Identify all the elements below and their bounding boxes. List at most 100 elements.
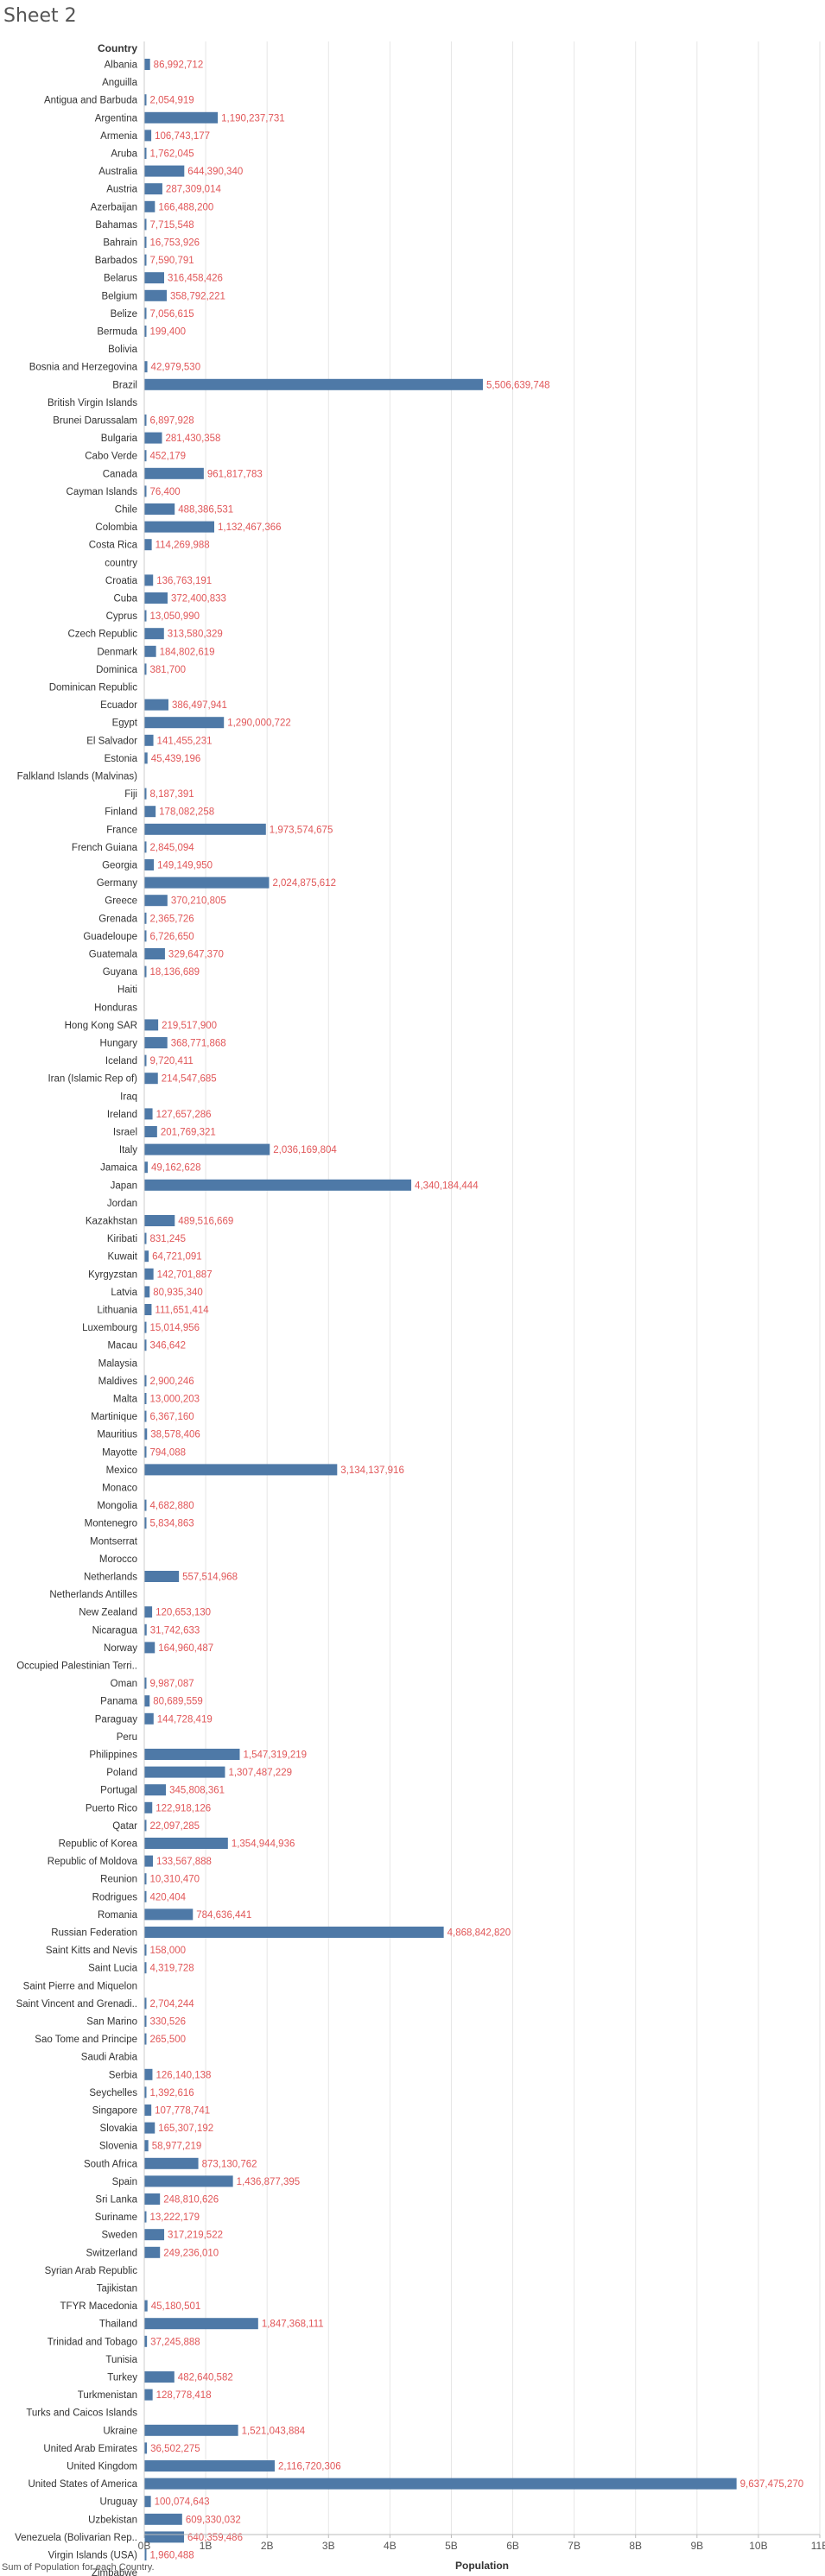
bar	[144, 1126, 157, 1137]
bar	[144, 1944, 147, 1956]
data-label: 313,580,329	[168, 630, 223, 640]
x-tick-label: 7B	[568, 2540, 581, 2552]
data-label: 114,269,988	[155, 541, 210, 551]
bar	[144, 1428, 148, 1440]
bar	[144, 1464, 338, 1476]
data-label: 2,845,094	[150, 843, 195, 853]
data-label: 831,245	[150, 1234, 187, 1244]
category-label: Saint Pierre and Miquelon	[23, 1981, 137, 1991]
data-label: 141,455,231	[157, 736, 213, 746]
bar	[144, 1054, 147, 1066]
category-label: Honduras	[94, 1003, 137, 1013]
bar	[144, 130, 152, 142]
bar	[144, 1215, 175, 1226]
category-label: Israel	[113, 1128, 137, 1138]
data-label: 178,082,258	[159, 807, 214, 818]
category-label: Cabo Verde	[85, 452, 137, 462]
category-label: Saint Kitts and Nevis	[46, 1946, 137, 1956]
category-label: Albania	[105, 60, 138, 71]
x-tick-label: 9B	[690, 2540, 703, 2552]
x-tick-label: 2B	[261, 2540, 274, 2552]
data-label: 100,074,643	[155, 2497, 210, 2508]
bar	[144, 361, 148, 373]
category-label: New Zealand	[79, 1608, 137, 1618]
category-label: Estonia	[105, 754, 138, 764]
bar	[144, 148, 147, 159]
bar	[144, 307, 147, 320]
category-label: Martinique	[91, 1412, 137, 1422]
data-label: 1,547,319,219	[244, 1750, 308, 1761]
data-label: 794,088	[150, 1447, 187, 1458]
bar	[144, 1073, 158, 1085]
category-label: Dominican Republic	[49, 683, 138, 693]
category-label: Saint Vincent and Grenadi..	[16, 1999, 137, 2010]
data-label: 2,704,244	[150, 1999, 195, 2010]
data-label: 265,500	[150, 2035, 187, 2045]
bar	[144, 2175, 233, 2187]
bar	[144, 930, 147, 942]
x-tick-label: 11B	[811, 2540, 825, 2552]
data-label: 6,897,928	[150, 416, 194, 427]
bar	[144, 2389, 153, 2401]
data-label: 1,521,043,884	[242, 2426, 306, 2436]
category-label: Austria	[106, 185, 137, 195]
bar	[144, 1375, 147, 1387]
data-label: 86,992,712	[154, 60, 204, 71]
data-label: 6,726,650	[150, 932, 194, 942]
data-label: 1,392,616	[150, 2088, 194, 2098]
data-label: 128,778,418	[156, 2390, 212, 2401]
category-label: Uzbekistan	[88, 2515, 137, 2525]
data-label: 488,386,531	[178, 505, 233, 516]
bar	[144, 2104, 152, 2116]
data-label: 15,014,956	[150, 1323, 200, 1333]
gridlines	[143, 41, 821, 2535]
bar	[144, 2016, 147, 2027]
data-label: 1,190,237,731	[221, 113, 285, 123]
category-label: Mayotte	[102, 1447, 137, 1458]
category-label: Bermuda	[97, 327, 137, 338]
category-label: Brazil	[112, 380, 137, 390]
bar	[144, 237, 147, 248]
category-label: Romania	[98, 1910, 138, 1921]
data-label: 38,578,406	[150, 1430, 200, 1440]
category-label: Ukraine	[103, 2426, 137, 2436]
bar	[144, 1339, 147, 1351]
data-label: 961,817,783	[207, 469, 263, 479]
category-label: French Guiana	[72, 843, 138, 853]
category-label: Maldives	[98, 1377, 138, 1387]
bar	[144, 432, 162, 444]
data-label: 4,682,880	[150, 1501, 194, 1511]
category-label: Ireland	[107, 1110, 137, 1120]
data-label: 1,762,045	[150, 149, 194, 160]
data-label: 37,245,888	[150, 2337, 200, 2347]
bar	[144, 592, 168, 604]
category-label: Spain	[112, 2177, 137, 2187]
data-label: 144,728,419	[157, 1714, 213, 1725]
bar	[144, 2193, 161, 2205]
category-label: United Kingdom	[67, 2462, 137, 2472]
category-label: Suriname	[95, 2212, 137, 2223]
category-label: Italy	[119, 1145, 137, 1155]
bar	[144, 415, 147, 426]
data-label: 133,567,888	[156, 1857, 212, 1867]
bar	[144, 628, 164, 640]
data-label: 45,180,501	[151, 2301, 201, 2312]
category-label: Kazakhstan	[86, 1217, 137, 1227]
category-label: Poland	[106, 1768, 137, 1778]
bar	[144, 1037, 168, 1048]
bar	[144, 574, 154, 586]
data-label: 4,340,184,444	[415, 1180, 479, 1191]
category-label: Tajikistan	[97, 2284, 137, 2294]
category-label: Thailand	[99, 2320, 137, 2330]
bar	[144, 1962, 147, 1974]
data-label: 142,701,887	[157, 1269, 213, 1280]
bar	[144, 2371, 175, 2383]
category-label: Barbados	[95, 256, 137, 266]
category-label: Iceland	[105, 1056, 137, 1066]
category-label: South Africa	[84, 2159, 138, 2169]
category-label: Syrian Arab Republic	[45, 2266, 138, 2276]
category-label: Rodrigues	[92, 1892, 138, 1902]
x-tick-label: 4B	[384, 2540, 397, 2552]
x-axis: 0B 1B 2B 3B 4B 5B 6B 7B 8B 9B 10B 11B Population	[138, 2534, 825, 2572]
data-label: 281,430,358	[166, 434, 221, 444]
